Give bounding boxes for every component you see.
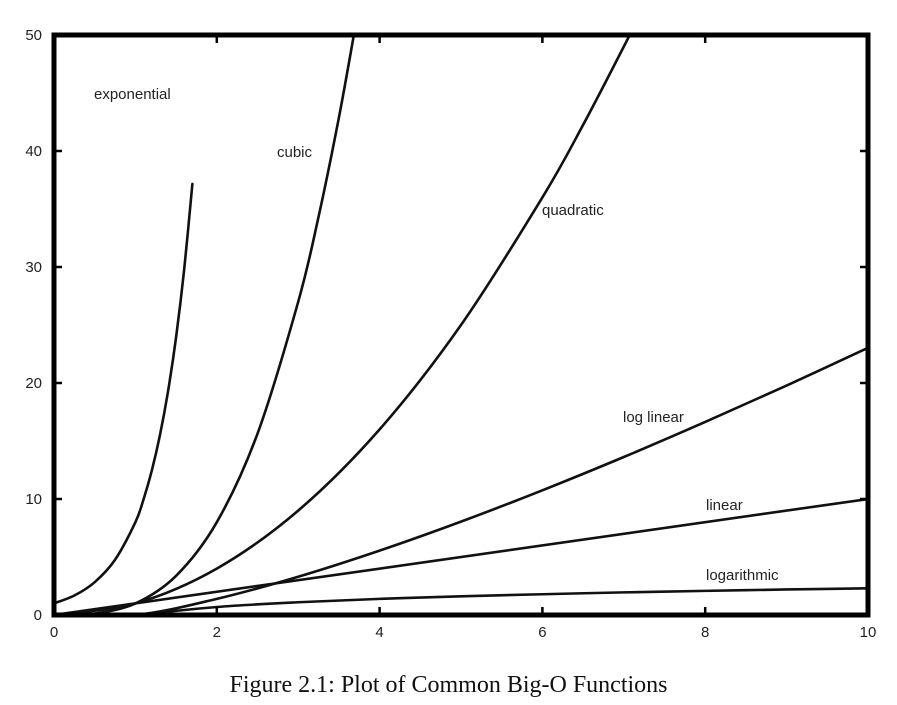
curve-label-log-linear: log linear xyxy=(623,409,684,426)
curve-label-linear: linear xyxy=(706,497,743,514)
x-tick-label: 0 xyxy=(50,624,58,641)
series-line-log-linear xyxy=(54,346,868,615)
big-o-chart: 0 2 4 6 8 10 0 10 20 30 40 50 exponential cubic quadr… xyxy=(25,27,876,641)
x-tick-label: 4 xyxy=(375,624,383,641)
figure-caption: Figure 2.1: Plot of Common Big-O Functio… xyxy=(229,672,668,698)
x-tick-label: 8 xyxy=(701,624,709,641)
curve-label-cubic: cubic xyxy=(277,144,313,161)
series-line-logarithmic xyxy=(134,587,868,615)
curves-group xyxy=(54,35,868,615)
y-tick-label: 10 xyxy=(25,491,42,508)
y-tick-label: 40 xyxy=(25,143,42,160)
y-tick-label: 20 xyxy=(25,375,42,392)
curve-label-exponential: exponential xyxy=(94,86,171,103)
x-tick-label: 10 xyxy=(860,624,877,641)
plot-frame xyxy=(51,32,871,618)
series-line-quadratic xyxy=(54,35,632,615)
x-tick-label: 2 xyxy=(213,624,221,641)
x-tick-label: 6 xyxy=(538,624,546,641)
series-line-cubic xyxy=(54,35,356,615)
y-tick-label: 0 xyxy=(34,607,42,624)
curve-label-quadratic: quadratic xyxy=(542,202,604,219)
series-line-exponential xyxy=(54,182,194,605)
curve-label-logarithmic: logarithmic xyxy=(706,567,779,584)
labels-group: exponential cubic quadratic log linear linea… xyxy=(94,86,779,584)
ticks-group: 0 2 4 6 8 10 0 10 20 30 40 50 xyxy=(25,27,876,641)
y-tick-label: 30 xyxy=(25,259,42,276)
y-tick-label: 50 xyxy=(25,27,42,44)
series-line-linear xyxy=(54,497,868,615)
